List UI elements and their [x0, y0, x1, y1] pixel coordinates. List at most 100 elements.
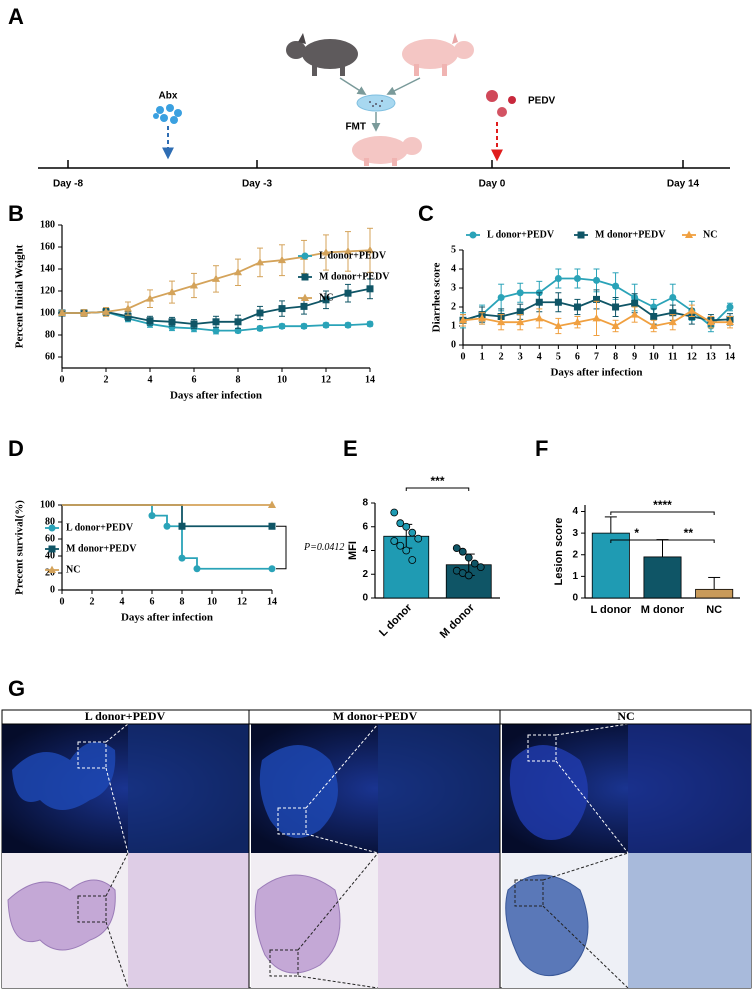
data-point [414, 534, 423, 543]
x-tick-label: 4 [537, 351, 542, 362]
point [145, 294, 155, 302]
point [706, 317, 715, 326]
x-tick-label: 14 [725, 351, 735, 362]
point [497, 317, 506, 326]
data-point [452, 544, 461, 553]
x-tick-label: M donor [438, 601, 478, 641]
significance-bracket [405, 487, 470, 491]
point [554, 321, 563, 329]
point [277, 255, 287, 264]
y-tick-label: 0 [451, 339, 456, 350]
y-tick-label: 6 [362, 521, 368, 532]
legend-label: L donor+PEDV [487, 229, 555, 240]
significance-label: **** [653, 498, 672, 512]
point [687, 306, 696, 314]
legend-marker [301, 273, 309, 281]
x-tick-label: 2 [499, 351, 504, 362]
x-tick-label: L donor [590, 604, 631, 616]
tissue [509, 745, 588, 840]
legend-label: M donor+PEDV [595, 229, 666, 240]
x-tick-label: 2 [104, 374, 109, 385]
point [535, 314, 544, 322]
chart: 60 80 100 120 140 160 180 0 2 4 6 8 10 12 14 Days after… [14, 219, 391, 401]
data-point [402, 522, 411, 531]
legend-label: L donor+PEDV [66, 522, 134, 533]
x-tick-label: 12 [321, 374, 331, 385]
y-axis-label: MFI [347, 541, 359, 560]
point [321, 248, 331, 256]
legend-marker [301, 252, 309, 260]
x-tick-label: 10 [207, 596, 217, 607]
y-tick-label: 180 [40, 219, 55, 230]
point [168, 323, 176, 331]
x-tick-label: 13 [706, 351, 716, 362]
y-tick-label: 100 [40, 499, 55, 510]
point [190, 320, 198, 328]
point [343, 247, 353, 255]
point [322, 296, 330, 304]
arrow [339, 77, 367, 95]
treatment-label: PEDV [528, 96, 556, 107]
point [57, 308, 67, 316]
y-tick-label: 2 [572, 549, 578, 560]
point [163, 522, 171, 530]
x-tick-label: 1 [480, 351, 485, 362]
x-tick-label: 6 [575, 351, 580, 362]
significance-label: * [634, 526, 639, 540]
tissue [259, 745, 338, 838]
point [267, 500, 277, 508]
dish-content [369, 100, 383, 107]
x-tick-label: 11 [668, 351, 677, 362]
data-point [396, 519, 405, 528]
y-tick-label: 0 [572, 593, 578, 604]
point [593, 276, 600, 284]
legend-marker [684, 230, 694, 238]
chart: 0 2 4 6 8 MFI L donor M donor *** [347, 474, 500, 641]
legend-marker [300, 293, 310, 301]
y-tick-label: 160 [40, 241, 55, 252]
point [649, 321, 658, 329]
tissue-zoom [628, 724, 751, 853]
timeline-day: Day -8 [53, 179, 83, 190]
y-tick-label: 1 [451, 320, 456, 331]
x-tick-label: 12 [237, 596, 247, 607]
legend-label: M donor+PEDV [66, 543, 137, 554]
significance-bracket [662, 539, 715, 543]
point [725, 317, 735, 326]
legend-label: NC [319, 292, 333, 303]
group-header: M donor+PEDV [333, 709, 418, 723]
virus-icon [486, 90, 516, 117]
y-tick-label: 100 [40, 307, 55, 318]
timeline-day: Day 14 [667, 179, 700, 190]
pig-dark [286, 33, 358, 76]
point [278, 322, 286, 330]
y-tick-label: 0 [50, 584, 55, 595]
legend-label: M donor+PEDV [319, 271, 390, 282]
pig-pink [402, 33, 474, 76]
point [212, 327, 220, 335]
point [630, 310, 639, 318]
point [668, 317, 677, 326]
y-tick-label: 2 [451, 301, 456, 312]
point [212, 318, 220, 326]
legend-marker [48, 524, 56, 532]
x-axis-label: Days after infection [170, 390, 262, 402]
point [189, 281, 199, 289]
chart: 02040608010002468101214Days after infect… [14, 499, 345, 623]
point [554, 275, 562, 282]
point [612, 303, 620, 311]
point [233, 267, 243, 276]
x-tick-label: 7 [594, 351, 599, 362]
x-tick-label: 9 [632, 351, 637, 362]
x-tick-label: 5 [556, 351, 561, 362]
significance-label: *** [430, 474, 444, 488]
p-bracket [276, 525, 287, 570]
y-axis-label: Diarrhea score [431, 263, 443, 333]
point [178, 522, 186, 530]
panel-label: D [8, 436, 24, 461]
point [211, 274, 221, 282]
x-tick-label: 0 [60, 596, 65, 607]
y-tick-label: 3 [572, 528, 578, 539]
